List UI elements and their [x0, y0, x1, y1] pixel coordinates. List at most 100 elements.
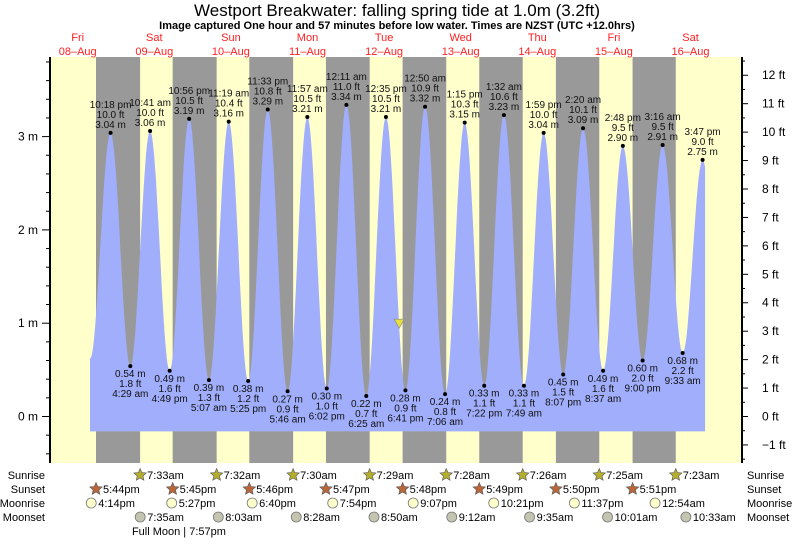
low-tide-m-label: 0.54 m: [115, 369, 146, 380]
moonrise-row-label-right: Moonrise: [747, 498, 792, 510]
high-tide-time-label: 11:19 am: [208, 89, 249, 100]
high-tide-time-label: 12:11 am: [326, 72, 367, 83]
moonset-row-label-right: Moonset: [747, 512, 789, 524]
moonset-time: 10:33am: [693, 512, 736, 524]
left-axis-label: 2 m: [18, 223, 38, 237]
high-tide-point: [581, 126, 586, 131]
high-tide-ft-label: 9.0 ft: [691, 137, 713, 148]
moonrise-icon: [488, 497, 500, 509]
low-tide-point: [482, 383, 487, 388]
moonset-icon: [368, 511, 380, 523]
sunset-time: 5:44pm: [103, 484, 140, 496]
high-tide-m-label: 3.32 m: [410, 94, 441, 105]
moonrise-icon: [85, 497, 97, 509]
high-tide-point: [620, 143, 625, 148]
sunset-icon: [548, 481, 563, 495]
high-tide-point: [541, 130, 546, 135]
chart-subtitle: Image captured One hour and 57 minutes b…: [159, 20, 635, 32]
day-weekday-label: Thu: [528, 32, 547, 44]
moonset-time: 8:50am: [381, 512, 418, 524]
sunset-time: 5:48pm: [410, 484, 447, 496]
low-tide-ft-label: 1.6 ft: [592, 384, 614, 395]
right-axis-label: 10 ft: [762, 125, 786, 139]
day-weekday-label: Mon: [297, 32, 318, 44]
high-tide-ft-label: 10.5 ft: [175, 96, 203, 107]
sunset-time: 5:49pm: [486, 484, 523, 496]
high-tide-time-label: 10:56 pm: [168, 86, 210, 97]
low-tide-ft-label: 0.7 ft: [355, 409, 377, 420]
low-tide-ft-label: 2.0 ft: [632, 374, 654, 385]
current-tide-marker: [393, 318, 405, 329]
low-tide-m-label: 0.68 m: [667, 356, 698, 367]
low-tide-ft-label: 1.1 ft: [473, 399, 495, 410]
low-tide-time-label: 9:33 am: [665, 376, 701, 387]
low-tide-time-label: 7:06 am: [427, 417, 463, 428]
sunrise-time: 7:32am: [224, 470, 261, 482]
low-tide-time-label: 6:02 pm: [309, 412, 345, 423]
astro-rows: Sunrise Sunrise 7:33am 7:32am 7:30am 7:29am 7:…: [0, 467, 792, 538]
high-tide-point: [344, 102, 349, 107]
low-tide-point: [246, 379, 251, 384]
moonrise-time: 11:37pm: [581, 498, 623, 510]
sunrise-time: 7:25am: [606, 470, 643, 482]
low-tide-time-label: 7:49 am: [506, 409, 542, 420]
sunrise-icon: [362, 467, 377, 481]
right-axis-label: 6 ft: [762, 239, 779, 253]
low-tide-m-label: 0.49 m: [154, 374, 185, 385]
low-tide-time-label: 8:07 pm: [545, 398, 581, 409]
high-tide-point: [187, 116, 192, 121]
high-tide-time-label: 1:32 am: [486, 82, 522, 93]
high-tide-m-label: 3.15 m: [449, 110, 480, 121]
high-tide-time-label: 10:41 am: [129, 98, 171, 109]
low-tide-time-label: 5:46 am: [270, 414, 306, 425]
low-tide-point: [443, 392, 448, 397]
day-date-label: 09–Aug: [135, 46, 173, 58]
low-tide-m-label: 0.30 m: [311, 392, 342, 403]
low-tide-point: [364, 393, 369, 398]
high-tide-point: [265, 107, 270, 112]
low-tide-ft-label: 1.5 ft: [552, 388, 574, 399]
moonrise-icon: [568, 497, 580, 509]
high-tide-ft-label: 10.4 ft: [215, 99, 243, 110]
low-tide-point: [167, 368, 172, 373]
low-tide-ft-label: 0.9 ft: [394, 403, 416, 414]
high-tide-time-label: 12:50 am: [404, 74, 446, 85]
high-tide-point: [462, 120, 467, 125]
left-axis-label: 3 m: [18, 130, 38, 144]
day-labels: Fri 08–Aug Sat 09–Aug Sun 10–Aug Mon 11–Aug Tue 1…: [59, 32, 710, 58]
low-tide-point: [561, 372, 566, 377]
day-weekday-label: Sun: [221, 32, 241, 44]
high-tide-time-label: 3:47 pm: [685, 127, 721, 138]
sunset-time: 5:45pm: [180, 484, 217, 496]
high-tide-ft-label: 10.0 ft: [136, 108, 164, 119]
high-tide-ft-label: 10.0 ft: [530, 110, 558, 121]
moonset-time: 9:12am: [459, 512, 496, 524]
sunrise-icon: [133, 467, 148, 481]
sunset-icon: [89, 481, 103, 495]
high-tide-m-label: 3.21 m: [371, 104, 402, 115]
left-axis-label: 1 m: [18, 316, 38, 330]
low-tide-time-label: 5:25 pm: [230, 404, 266, 415]
right-axis-label: 0 ft: [762, 410, 779, 424]
low-tide-point: [680, 351, 685, 356]
low-tide-m-label: 0.27 m: [272, 394, 303, 405]
high-tide-time-label: 11:57 am: [287, 84, 328, 95]
sunset-icon: [625, 481, 640, 495]
high-tide-time-label: 12:35 pm: [365, 84, 407, 95]
high-tide-m-label: 2.75 m: [687, 147, 718, 158]
high-tide-ft-label: 10.9 ft: [411, 84, 439, 95]
right-axis-label: −1 ft: [762, 438, 786, 452]
low-tide-point: [601, 368, 606, 373]
low-tide-m-label: 0.28 m: [390, 393, 421, 404]
moonrise-time: 12:54am: [662, 498, 705, 510]
sunrise-time: 7:33am: [147, 470, 184, 482]
day-weekday-label: Tue: [375, 32, 394, 44]
high-tide-ft-label: 10.8 ft: [254, 87, 282, 98]
low-tide-ft-label: 2.2 ft: [672, 366, 694, 377]
low-tide-m-label: 0.33 m: [469, 389, 500, 400]
right-axis-label: 9 ft: [762, 154, 779, 168]
moonrise-icon: [327, 497, 339, 509]
day-date-label: 10–Aug: [212, 46, 250, 58]
day-date-label: 11–Aug: [289, 46, 326, 58]
